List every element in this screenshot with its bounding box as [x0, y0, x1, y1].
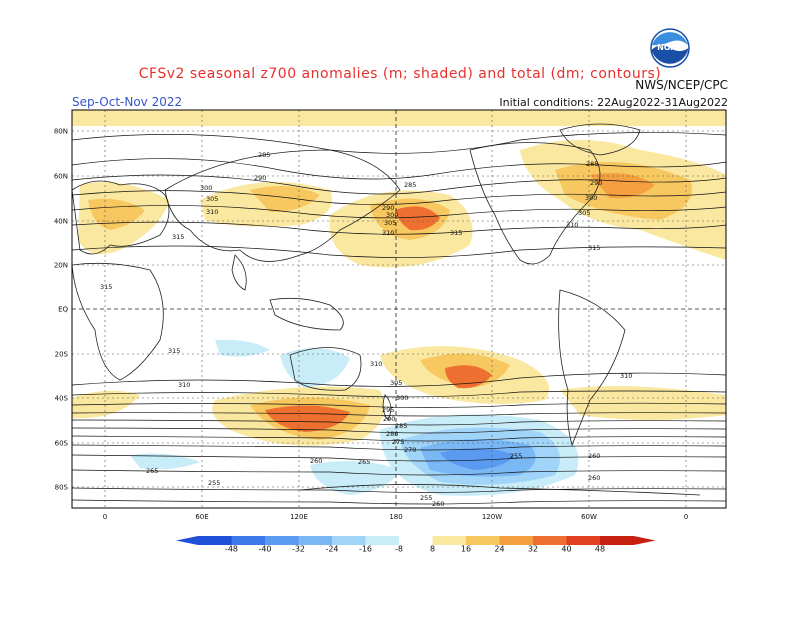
- colorbar-tick-label: -8: [395, 545, 403, 554]
- colorbar-left-arrow: [176, 536, 198, 545]
- colorbar-segments: [176, 536, 656, 545]
- colorbar-tick-label: 24: [494, 545, 504, 554]
- colorbar-tick-label: 48: [595, 545, 605, 554]
- colorbar-tick-label: -24: [325, 545, 338, 554]
- colorbar-tick-label: -32: [292, 545, 305, 554]
- colorbar-segment: [399, 536, 433, 545]
- colorbar-right-arrow: [634, 536, 656, 545]
- colorbar-tick-labels: -48 -40 -32 -24 -16 -8 8 16 24 32 40 48: [225, 545, 605, 554]
- colorbar-tick-label: 16: [461, 545, 471, 554]
- colorbar-tick-label: 32: [528, 545, 538, 554]
- colorbar-tick-label: -48: [225, 545, 238, 554]
- colorbar-tick-label: 8: [430, 545, 435, 554]
- colorbar-tick-label: -16: [359, 545, 372, 554]
- colorbar-tick-label: 40: [561, 545, 571, 554]
- colorbar-tick-label: -40: [258, 545, 271, 554]
